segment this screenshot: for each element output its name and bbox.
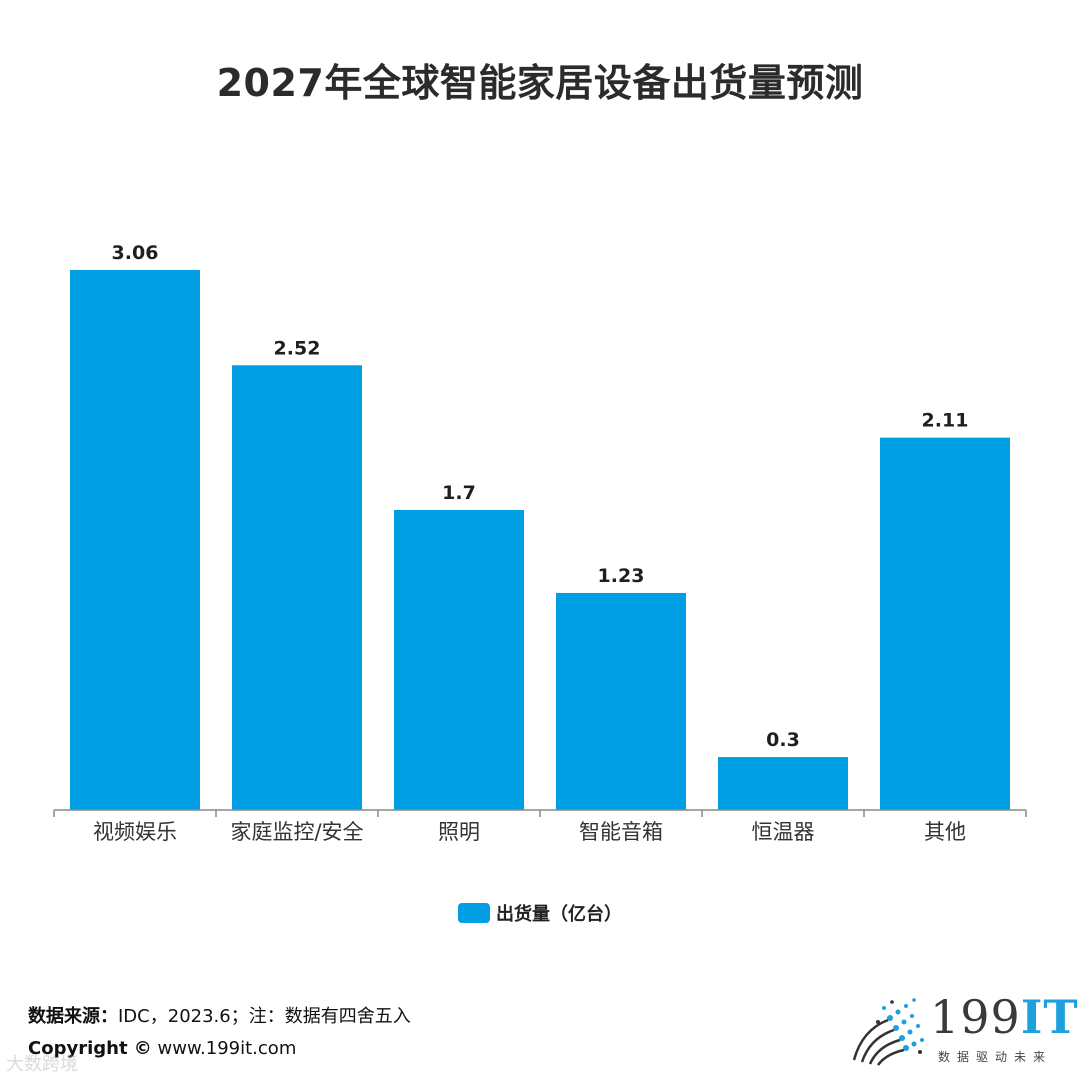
legend-label: 出货量（亿台） — [496, 904, 622, 925]
bar-value-label: 3.06 — [112, 242, 159, 264]
source-text: IDC，2023.6；注：数据有四舍五入 — [118, 1006, 411, 1027]
bar-1 — [232, 365, 362, 810]
legend-swatch — [458, 903, 490, 923]
bar-value-label: 2.11 — [922, 410, 969, 432]
copyright-label: Copyright © — [28, 1038, 152, 1059]
category-label: 家庭监控/安全 — [230, 820, 363, 844]
source-note: 数据来源：IDC，2023.6；注：数据有四舍五入 — [28, 1002, 411, 1028]
copyright-text: www.199it.com — [151, 1038, 297, 1059]
x-axis: 视频娱乐 家庭监控/安全 照明 智能音箱 恒温器 其他 — [53, 809, 1027, 844]
category-label: 恒温器 — [752, 820, 815, 844]
logo-dots-icon — [852, 998, 924, 1066]
category-label: 照明 — [438, 820, 480, 844]
copyright-note: Copyright © www.199it.com — [28, 1038, 296, 1059]
source-label: 数据来源： — [28, 1006, 118, 1027]
logo-tagline: 数据驱动未来 — [938, 1050, 1053, 1064]
logo-text: 199IT — [930, 990, 1079, 1044]
bar-chart: 3.06 2.52 1.7 1.23 0.3 2.11 视频娱乐 家庭监控/安全 照明 智能音箱… — [53, 242, 1027, 844]
bar-5 — [880, 437, 1010, 810]
bar-2 — [394, 510, 524, 810]
bar-value-label: 2.52 — [274, 337, 321, 359]
category-label: 智能音箱 — [579, 820, 663, 844]
bar-value-label: 0.3 — [766, 729, 800, 751]
category-label: 其他 — [924, 820, 966, 844]
bar-value-label: 1.23 — [598, 565, 645, 587]
brand-logo: 199IT 数据驱动未来 — [848, 990, 1078, 1070]
bars-group: 3.06 2.52 1.7 1.23 0.3 2.11 — [70, 242, 1010, 810]
chart-title: 2027年全球智能家居设备出货量预测 — [216, 61, 864, 105]
bar-4 — [718, 757, 848, 810]
legend: 出货量（亿台） — [0, 900, 1080, 926]
bar-3 — [556, 592, 686, 810]
watermark: 大数跨境 — [6, 1054, 78, 1075]
bar-0 — [70, 270, 200, 810]
bar-value-label: 1.7 — [442, 482, 476, 504]
category-label: 视频娱乐 — [93, 820, 177, 844]
